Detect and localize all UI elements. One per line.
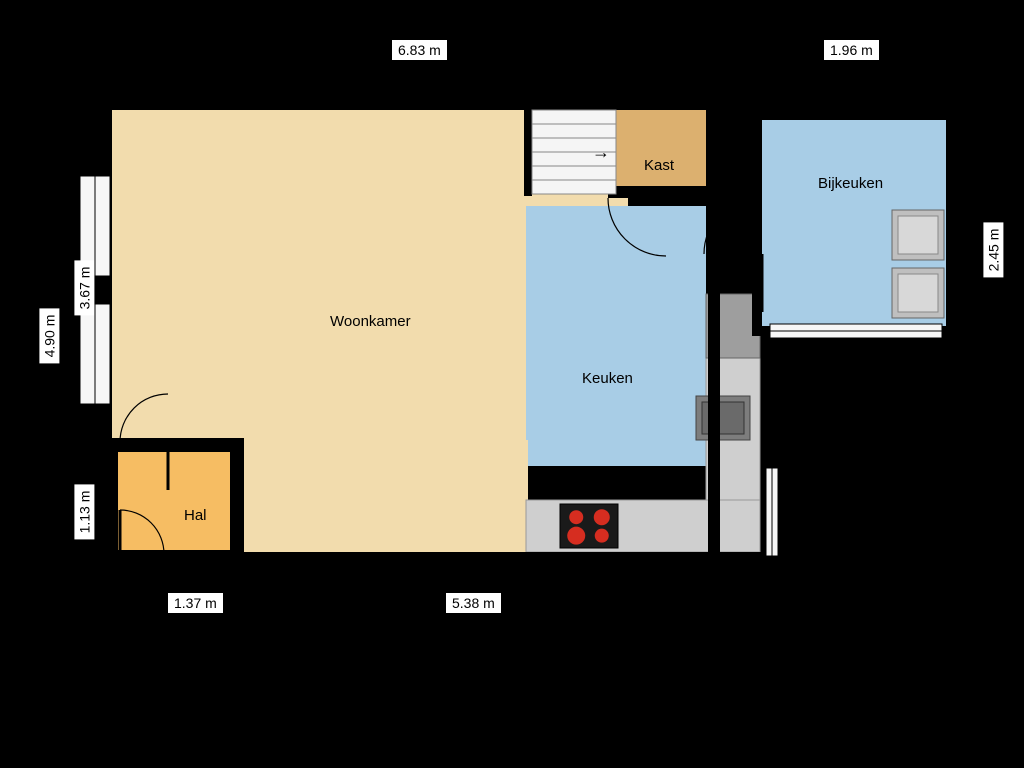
dimension-top-6-83: 6.83 m [392,40,447,60]
label-kast: Kast [644,157,674,174]
label-keuken: Keuken [582,370,633,387]
dimension-bot-5-38: 5.38 m [446,593,501,613]
dimension-top-1-96: 1.96 m [824,40,879,60]
dimension-left-4-90: 4.90 m [39,309,59,364]
label-woonkamer: Woonkamer [330,313,411,330]
floorplan: → Woonkamer Keuken Kast Bijkeuken Hal 6.… [0,0,1024,768]
label-hal: Hal [184,507,207,524]
dimension-right-2-45: 2.45 m [983,223,1003,278]
dimension-left-3-67: 3.67 m [74,261,94,316]
floorplan-svg: → [0,0,1024,768]
dimension-bot-1-37: 1.37 m [168,593,223,613]
dimension-left-1-13: 1.13 m [74,485,94,540]
label-bijkeuken: Bijkeuken [818,175,883,192]
svg-text:→: → [592,142,610,162]
